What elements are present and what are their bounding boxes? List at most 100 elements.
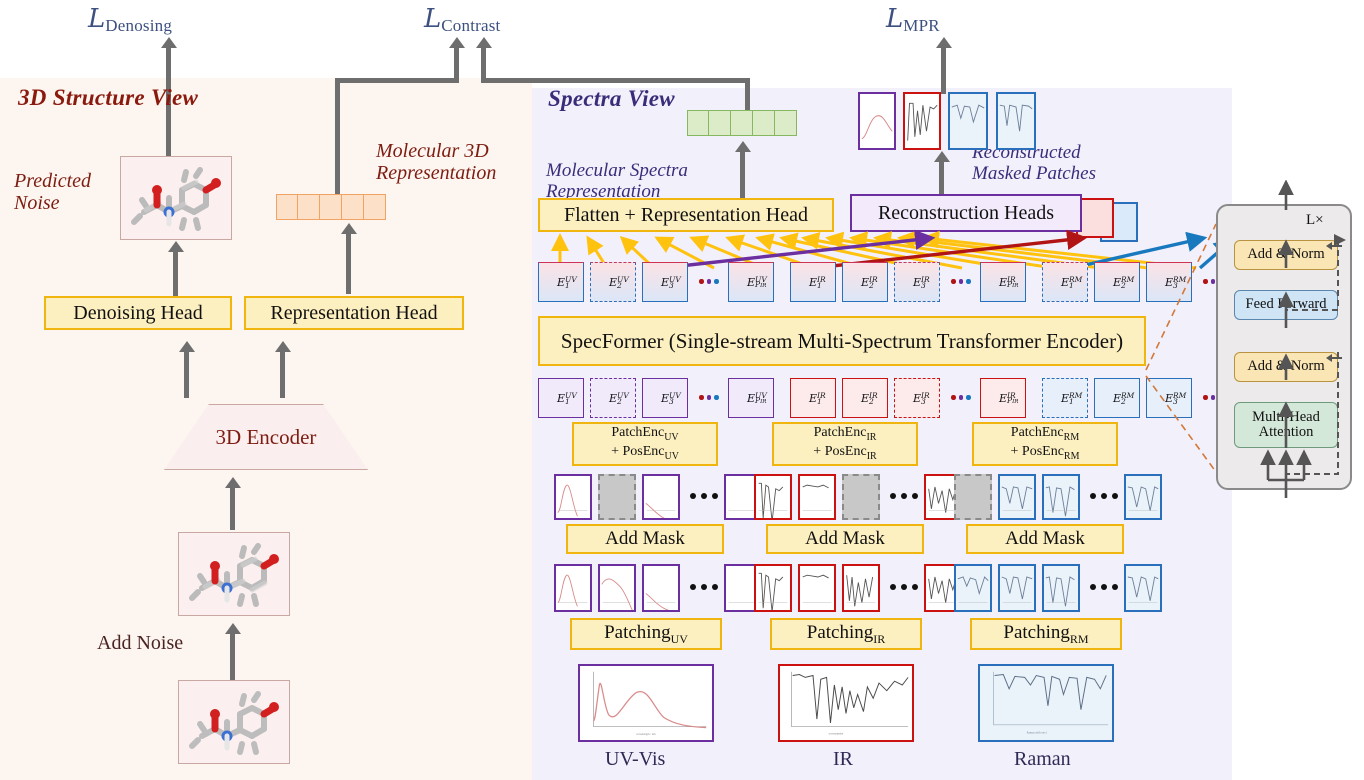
token-label: E UV 3 [660, 274, 681, 290]
block-add-mask-uv[interactable]: Add Mask [566, 524, 724, 554]
block-patchenc-ir[interactable]: PatchEncIR + PosEncIR [772, 422, 918, 466]
block-add-mask-rm[interactable]: Add Mask [966, 524, 1124, 554]
input-token-uv-1[interactable]: E UV 1 [538, 378, 584, 418]
input-token-ir-4[interactable]: E IR PIR [980, 378, 1026, 418]
caption-predicted-noise-line2: Noise [14, 192, 60, 215]
token-label: E RM 3 [1164, 274, 1187, 290]
masked-patch-ir-3 [842, 474, 880, 520]
spectrum-mini-uv [861, 115, 893, 140]
clean-patch-rm-2 [998, 564, 1036, 612]
block-patching-rm[interactable]: PatchingRM [970, 618, 1122, 650]
svg-text:wavenumber: wavenumber [829, 731, 844, 735]
block-representation-head-3d[interactable]: Representation Head [244, 296, 464, 330]
caption-molecular-spectra-representation: Molecular Spectra Representation [546, 160, 688, 203]
molecule-clean-input [178, 680, 290, 764]
masked-patch-uv-3 [642, 474, 680, 520]
block-denoising-head[interactable]: Denoising Head [44, 296, 232, 330]
input-token-uv-2[interactable]: E UV 2 [590, 378, 636, 418]
patchenc-rm-line2: + PosEncRM [1010, 444, 1080, 462]
patch-ellipsis [1090, 584, 1118, 590]
caption-reconstructed-line2: Masked Patches [972, 163, 1096, 185]
block-patchenc-uv[interactable]: PatchEncUV + PosEncUV [572, 422, 718, 466]
token-label: E RM 2 [1112, 274, 1135, 290]
patchenc-ir-line1: PatchEncIR [813, 425, 877, 443]
arrow-recon-heads-to-patches [939, 160, 944, 196]
block-3d-encoder[interactable]: 3D Encoder [164, 404, 368, 470]
output-token-rm-2[interactable]: E RM 2 [1094, 262, 1140, 302]
caption-add-noise: Add Noise [97, 632, 184, 654]
input-token-rm-3[interactable]: E RM 3 [1146, 378, 1192, 418]
block-specformer[interactable]: SpecFormer (Single-stream Multi-Spectrum… [538, 316, 1146, 366]
spectrum-mini [728, 510, 758, 511]
panel-3d-title: 3D Structure View [18, 85, 199, 110]
block-add-mask-ir[interactable]: Add Mask [766, 524, 924, 554]
input-token-rm-1[interactable]: E RM 1 [1042, 378, 1088, 418]
spectrum-mini [758, 482, 788, 518]
token-label: E IR 1 [808, 390, 826, 406]
output-token-ir-4[interactable]: E IR PIR [980, 262, 1026, 302]
block-patchenc-rm[interactable]: PatchEncRM + PosEncRM [972, 422, 1118, 466]
arrow-to-loss-denoising [166, 46, 171, 156]
token-label: E RM 1 [1060, 390, 1083, 406]
arrow-to-loss-contrast-right [481, 46, 486, 82]
spectrum-full-raman: Raman shift cm-1 [978, 664, 1114, 742]
spectrum-mini [1001, 576, 1033, 603]
arrow-to-loss-contrast-left [454, 46, 459, 82]
output-token-rm-1[interactable]: E RM 1 [1042, 262, 1088, 302]
arrow-flatten-head-to-vector [740, 150, 745, 198]
token-ellipsis [699, 279, 719, 284]
input-token-uv-4[interactable]: E UV PIR [728, 378, 774, 418]
spectrum-mini [802, 574, 832, 603]
output-token-ir-3[interactable]: E IR 3 [894, 262, 940, 302]
block-reconstruction-heads[interactable]: Reconstruction Heads [850, 194, 1082, 232]
label-spectrum-uv: UV-Vis [605, 748, 666, 770]
molecule-predicted-noise [120, 156, 232, 240]
token-ellipsis [699, 395, 719, 400]
token-label: E UV PIR [746, 274, 767, 289]
reconstructed-patch-ir [903, 92, 941, 150]
spectrum-mini [728, 602, 758, 603]
spectrum-mini-ir [907, 102, 938, 141]
token-label: E UV 2 [608, 390, 629, 406]
contrast-elbow-right-v [745, 78, 750, 120]
arrow-encoder-to-denoising-head [184, 350, 189, 398]
output-token-uv-1[interactable]: E UV 1 [538, 262, 584, 302]
patch-ellipsis [890, 493, 918, 499]
masked-patch-uv-1 [554, 474, 592, 520]
output-token-uv-2[interactable]: E UV 2 [590, 262, 636, 302]
token-label: E RM 1 [1060, 274, 1083, 290]
input-token-uv-3[interactable]: E UV 3 [642, 378, 688, 418]
patchenc-uv-line2: + PosEncUV [611, 444, 679, 462]
clean-patch-ir-2 [798, 564, 836, 612]
spectrum-mini [601, 578, 633, 610]
input-token-ir-3[interactable]: E IR 3 [894, 378, 940, 418]
clean-patch-rm-3 [1042, 564, 1080, 612]
output-token-rm-3[interactable]: E RM 3 [1146, 262, 1192, 302]
vector-molecular-spectra-representation [687, 110, 797, 136]
spectrum-mini [645, 593, 676, 610]
input-token-ir-2[interactable]: E IR 2 [842, 378, 888, 418]
caption-molecular-3d-representation: Molecular 3D Representation [376, 140, 496, 185]
reconstructed-patch-rm-1 [948, 92, 988, 150]
output-token-uv-3[interactable]: E UV 3 [642, 262, 688, 302]
spectrum-mini [758, 572, 788, 610]
output-token-ir-1[interactable]: E IR 1 [790, 262, 836, 302]
masked-patch-ir-2 [798, 474, 836, 520]
spectrum-mini [557, 484, 588, 517]
caption-molecular-3d-line1: Molecular 3D [376, 140, 489, 162]
input-token-rm-2[interactable]: E RM 2 [1094, 378, 1140, 418]
spectrum-mini [802, 484, 832, 511]
token-label: E IR 2 [860, 274, 878, 290]
block-patching-uv[interactable]: PatchingUV [570, 618, 722, 650]
patching-ir-label: PatchingIR [806, 621, 886, 646]
arrow-denoising-head-to-molecule [173, 250, 178, 298]
block-flatten-representation-head[interactable]: Flatten + Representation Head [538, 198, 834, 232]
output-token-uv-4[interactable]: E UV PIR [728, 262, 774, 302]
patchenc-rm-line1: PatchEncRM [1010, 425, 1080, 443]
input-token-ir-1[interactable]: E IR 1 [790, 378, 836, 418]
block-patching-ir[interactable]: PatchingIR [770, 618, 922, 650]
token-label: E UV 1 [556, 274, 577, 290]
output-token-ir-2[interactable]: E IR 2 [842, 262, 888, 302]
token-ellipsis [951, 279, 971, 284]
contrast-elbow-left-h [335, 78, 459, 83]
